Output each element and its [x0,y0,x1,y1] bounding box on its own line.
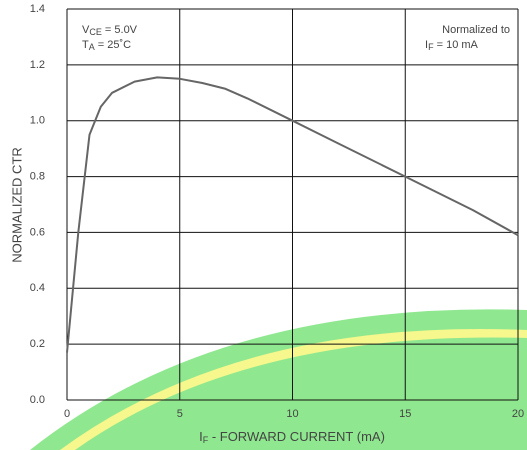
x-label-main: I [199,429,203,444]
y-tick-label: 0.2 [30,338,45,350]
x-tick-label: 5 [177,408,183,420]
annotation: IF = 10 mA [425,39,479,52]
y-tick-label: 1.0 [30,115,45,127]
y-tick-label: 0.4 [30,282,45,294]
y-tick-label: 0.0 [30,394,45,406]
y-axis-label: NORMALIZED CTR [9,147,24,263]
annotation-main: I [425,39,428,51]
y-tick-label: 0.6 [30,226,45,238]
x-tick-label: 10 [286,408,298,420]
data-line [66,76,519,353]
annotation-main: V [82,24,90,36]
annotation: VCE = 5.0V [82,24,138,37]
x-label-sub: F [203,435,209,445]
annotation: TA = 25˚C [82,39,131,52]
annotation-sub: F [428,42,434,52]
y-tick-label: 1.2 [30,59,45,71]
x-tick-label: 20 [512,408,524,420]
annotation-sub: CE [89,27,102,37]
x-tick-label: 15 [399,408,411,420]
y-tick-label: 0.8 [30,170,45,182]
yellow-band [60,329,527,450]
annotation: Normalized to [442,24,510,36]
x-axis-label: IF - FORWARD CURRENT (mA) [199,429,385,445]
x-tick-label: 0 [64,408,70,420]
x-label-rest: - FORWARD CURRENT (mA) [208,429,385,444]
annotation-rest: = 10 mA [434,39,479,51]
y-tick-label: 1.4 [30,3,45,15]
annotation-rest: = 5.0V [102,24,138,36]
annotation-main: T [82,39,89,51]
annotation-rest: = 25˚C [95,39,131,51]
annotation-sub: A [89,42,95,52]
